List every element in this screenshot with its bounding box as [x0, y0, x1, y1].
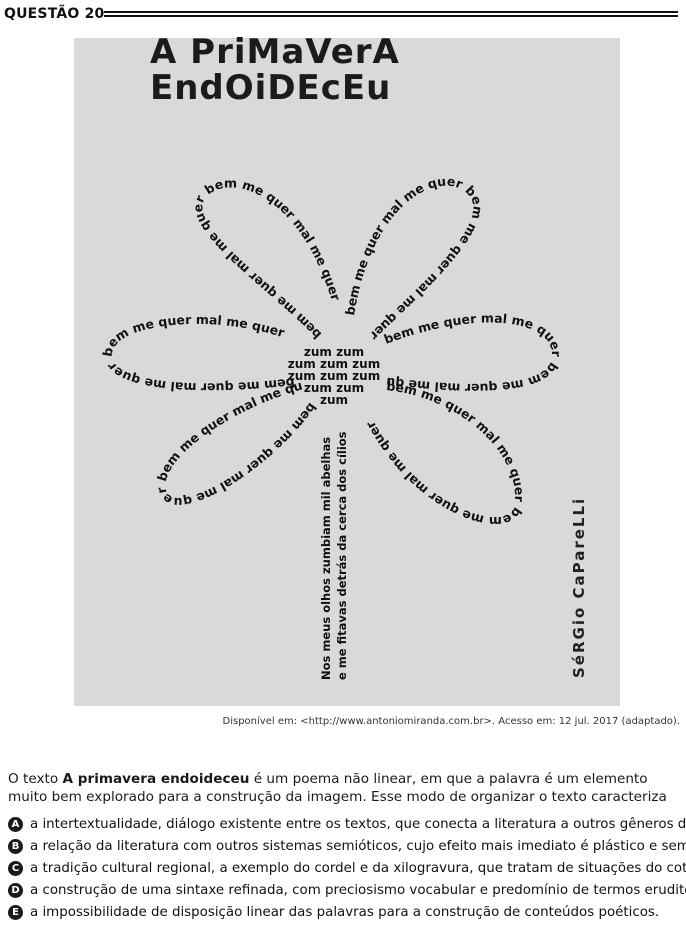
- question-label: QUESTÃO 20: [4, 6, 105, 22]
- poem-title-line2: EndOiDEcEu: [150, 68, 392, 108]
- question-header: QUESTÃO 20: [4, 6, 682, 28]
- stem-poem-title: A primavera endoideceu: [62, 771, 250, 787]
- option-e[interactable]: E a impossibilidade de disposição linear…: [8, 904, 686, 926]
- petal-left: bem me quer mal me quer bem me quer mal …: [100, 312, 296, 396]
- petal-bottom-left: bem me quer mal me quer bem me quer mal …: [74, 38, 320, 510]
- option-c-badge: C: [8, 861, 23, 876]
- option-a[interactable]: A a intertextualidade, diálogo existente…: [8, 816, 686, 838]
- option-e-badge: E: [8, 905, 23, 920]
- option-c-text: a tradição cultural regional, a exemplo …: [30, 861, 686, 876]
- option-b-text: a relação da literatura com outros siste…: [30, 839, 686, 854]
- petal-bottom-right: bem me quer mal me quer bem me quer mal …: [362, 378, 527, 529]
- stem-text-after: é um poema não linear, em que a palavra …: [8, 771, 667, 805]
- source-citation: Disponível em: <http://www.antoniomirand…: [222, 716, 680, 727]
- question-stem: O texto A primavera endoideceu é um poem…: [8, 770, 682, 806]
- answer-options: A a intertextualidade, diálogo existente…: [8, 816, 686, 926]
- petal-left-text: bem me quer mal me quer bem me quer mal …: [100, 312, 296, 396]
- option-a-text: a intertextualidade, diálogo existente e…: [30, 817, 686, 832]
- center-line-2: zum zum zum: [288, 357, 380, 371]
- center-line-1: zum zum: [304, 345, 364, 359]
- option-a-badge: A: [8, 817, 23, 832]
- option-d-badge: D: [8, 883, 23, 898]
- option-b-badge: B: [8, 839, 23, 854]
- poem-title: A PriMaVerA EndOiDEcEu: [150, 34, 400, 106]
- header-rule: [104, 11, 678, 17]
- option-d-text: a construção de uma sintaxe refinada, co…: [30, 883, 686, 898]
- stem-line-1: Nos meus olhos zumbiam mil abelhas: [319, 437, 333, 680]
- stem-text-before: O texto: [8, 771, 63, 787]
- poem-title-line1: A PriMaVerA: [150, 32, 400, 72]
- option-c[interactable]: C a tradição cultural regional, a exempl…: [8, 860, 686, 882]
- center-line-5: zum: [320, 393, 348, 407]
- petal-bottom-right-text: bem me quer mal me quer bem me quer mal …: [362, 378, 527, 529]
- poem-image: A PriMaVerA EndOiDEcEu bem me quer mal m…: [74, 34, 620, 706]
- option-b[interactable]: B a relação da literatura com outros sis…: [8, 838, 686, 860]
- center-line-3: zum zum zum: [288, 369, 380, 383]
- center-line-4: zum zum: [304, 381, 364, 395]
- petal-bottom-left-text: bem me quer mal me quer bem me quer mal …: [74, 38, 320, 510]
- poem-author: SéRGio CaPareLLi: [570, 496, 588, 678]
- option-e-text: a impossibilidade de disposição linear d…: [30, 905, 660, 920]
- flower-drawing: bem me quer mal me quer bem me quer mal …: [74, 38, 564, 680]
- stem-line-2: e me fitavas detrás da cerca dos cílios: [335, 431, 349, 680]
- option-d[interactable]: D a construção de uma sintaxe refinada, …: [8, 882, 686, 904]
